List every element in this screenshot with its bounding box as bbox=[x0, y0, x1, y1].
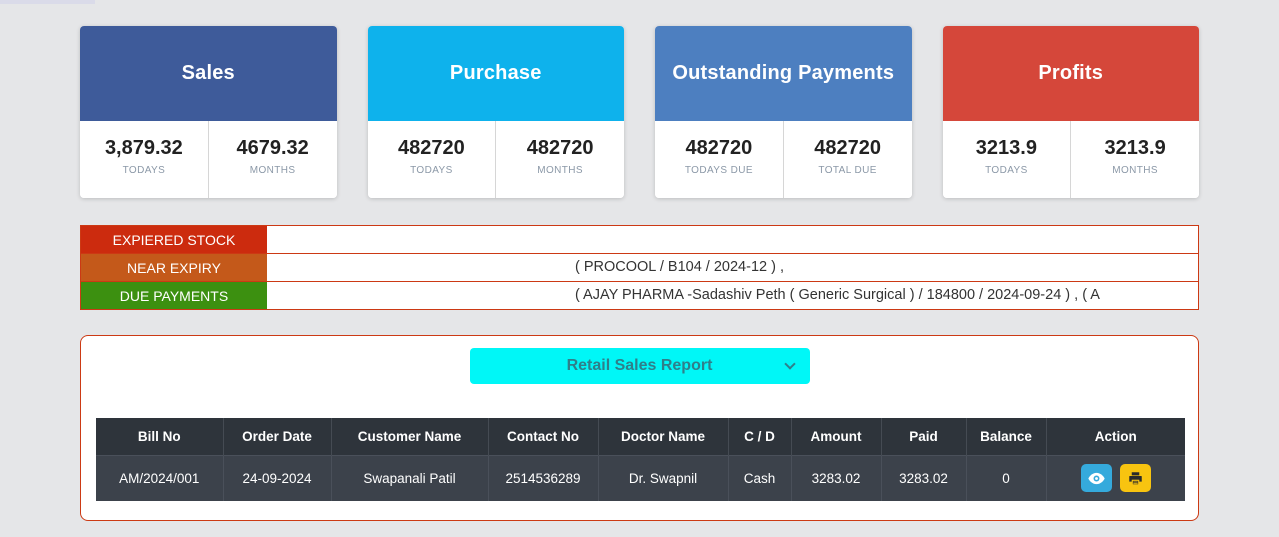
sales-todays-value: 3,879.32 bbox=[104, 137, 183, 159]
profits-months: 3213.9 MONTHS bbox=[1070, 121, 1199, 198]
near-expiry-row: NEAR EXPIRY ( PROCOOL / B104 / 2024-12 )… bbox=[80, 253, 1199, 282]
cell-contact-no: 2514536289 bbox=[488, 454, 599, 501]
purchase-months: 482720 MONTHS bbox=[495, 121, 624, 198]
expired-stock-row: EXPIERED STOCK bbox=[80, 225, 1199, 254]
profits-todays-label: TODAYS bbox=[985, 165, 1028, 176]
sales-card-body: 3,879.32 TODAYS 4679.32 MONTHS bbox=[80, 121, 337, 198]
purchase-card-header: Purchase bbox=[367, 26, 624, 121]
header-amount: Amount bbox=[791, 418, 882, 455]
cell-bill-no: AM/2024/001 bbox=[96, 454, 224, 501]
eye-icon bbox=[1088, 472, 1105, 485]
profits-months-label: MONTHS bbox=[1112, 165, 1158, 176]
profits-todays-value: 3213.9 bbox=[975, 137, 1037, 159]
header-paid: Paid bbox=[881, 418, 967, 455]
profits-card-title: Profits bbox=[1038, 62, 1104, 84]
retail-sales-table: Bill No Order Date Customer Name Contact… bbox=[96, 418, 1185, 501]
cell-amount: 3283.02 bbox=[791, 454, 882, 501]
report-type-dropdown[interactable]: Retail Sales Report bbox=[469, 348, 810, 384]
cell-cd: Cash bbox=[728, 454, 792, 501]
printer-icon bbox=[1128, 471, 1143, 486]
purchase-months-value: 482720 bbox=[526, 137, 594, 159]
outstanding-total-due-value: 482720 bbox=[814, 137, 881, 159]
sales-todays: 3,879.32 TODAYS bbox=[80, 121, 208, 198]
sales-months-value: 4679.32 bbox=[236, 137, 309, 159]
outstanding-todays-due-value: 482720 bbox=[685, 137, 753, 159]
due-payments-label: DUE PAYMENTS bbox=[81, 282, 267, 309]
header-balance: Balance bbox=[966, 418, 1047, 455]
table-row: AM/2024/001 24-09-2024 Swapanali Patil 2… bbox=[96, 454, 1186, 501]
report-type-selected: Retail Sales Report bbox=[566, 357, 713, 374]
purchase-card-body: 482720 TODAYS 482720 MONTHS bbox=[367, 121, 624, 198]
sales-card-header: Sales bbox=[80, 26, 337, 121]
purchase-card-title: Purchase bbox=[449, 62, 542, 84]
chevron-down-icon bbox=[783, 358, 796, 370]
sales-card-title: Sales bbox=[181, 62, 235, 84]
purchase-todays-label: TODAYS bbox=[410, 165, 453, 176]
header-doctor-name: Doctor Name bbox=[598, 418, 729, 455]
stat-cards-row: Sales 3,879.32 TODAYS 4679.32 MONTHS Pur… bbox=[80, 26, 1199, 198]
sales-todays-label: TODAYS bbox=[122, 165, 166, 176]
header-contact-no: Contact No bbox=[488, 418, 599, 455]
outstanding-card-body: 482720 TODAYS DUE 482720 TOTAL DUE bbox=[655, 121, 912, 198]
print-button[interactable] bbox=[1119, 464, 1151, 493]
action-buttons bbox=[1047, 464, 1186, 493]
due-payments-content: ( AJAY PHARMA -Sadashiv Peth ( Generic S… bbox=[575, 287, 1100, 303]
table-header-row: Bill No Order Date Customer Name Contact… bbox=[96, 418, 1185, 455]
purchase-todays: 482720 TODAYS bbox=[368, 121, 496, 198]
outstanding-card-header: Outstanding Payments bbox=[655, 26, 912, 121]
report-section: Retail Sales Report Bill No Order Date C… bbox=[80, 335, 1199, 521]
cell-paid: 3283.02 bbox=[881, 454, 967, 501]
due-payments-row: DUE PAYMENTS ( AJAY PHARMA -Sadashiv Pet… bbox=[80, 281, 1199, 310]
profits-card-header: Profits bbox=[942, 26, 1199, 121]
view-button[interactable] bbox=[1080, 464, 1112, 493]
cell-balance: 0 bbox=[966, 454, 1047, 501]
profits-card-body: 3213.9 TODAYS 3213.9 MONTHS bbox=[942, 121, 1199, 198]
purchase-card: Purchase 482720 TODAYS 482720 MONTHS bbox=[367, 26, 624, 198]
cell-customer-name: Swapanali Patil bbox=[331, 454, 489, 501]
outstanding-todays-due-label: TODAYS DUE bbox=[684, 165, 753, 176]
dashboard-content: Sales 3,879.32 TODAYS 4679.32 MONTHS Pur… bbox=[80, 26, 1199, 521]
expired-stock-content bbox=[267, 226, 1198, 253]
outstanding-total-due-label: TOTAL DUE bbox=[818, 165, 877, 176]
header-customer-name: Customer Name bbox=[331, 418, 489, 455]
purchase-months-label: MONTHS bbox=[537, 165, 583, 176]
outstanding-card: Outstanding Payments 482720 TODAYS DUE 4… bbox=[655, 26, 912, 198]
header-order-date: Order Date bbox=[223, 418, 332, 455]
profits-todays: 3213.9 TODAYS bbox=[943, 121, 1071, 198]
purchase-todays-value: 482720 bbox=[398, 137, 465, 159]
alerts-section: EXPIERED STOCK NEAR EXPIRY ( PROCOOL / B… bbox=[80, 225, 1199, 310]
sales-card: Sales 3,879.32 TODAYS 4679.32 MONTHS bbox=[80, 26, 337, 198]
cell-doctor-name: Dr. Swapnil bbox=[598, 454, 729, 501]
cell-order-date: 24-09-2024 bbox=[223, 454, 332, 501]
header-action: Action bbox=[1046, 418, 1185, 455]
header-bill-no: Bill No bbox=[96, 418, 224, 455]
outstanding-total-due: 482720 TOTAL DUE bbox=[782, 121, 912, 198]
cell-action bbox=[1046, 454, 1186, 501]
outstanding-todays-due: 482720 TODAYS DUE bbox=[655, 121, 783, 198]
sales-months-label: MONTHS bbox=[249, 165, 296, 176]
near-expiry-content: ( PROCOOL / B104 / 2024-12 ) , bbox=[575, 259, 784, 275]
expired-stock-label: EXPIERED STOCK bbox=[81, 226, 267, 253]
sales-months: 4679.32 MONTHS bbox=[207, 121, 337, 198]
outstanding-card-title: Outstanding Payments bbox=[672, 62, 895, 84]
profits-months-value: 3213.9 bbox=[1104, 137, 1166, 159]
header-cd: C / D bbox=[728, 418, 792, 455]
scrollbar-remnant bbox=[0, 0, 95, 4]
near-expiry-label: NEAR EXPIRY bbox=[81, 254, 267, 281]
profits-card: Profits 3213.9 TODAYS 3213.9 MONTHS bbox=[942, 26, 1199, 198]
